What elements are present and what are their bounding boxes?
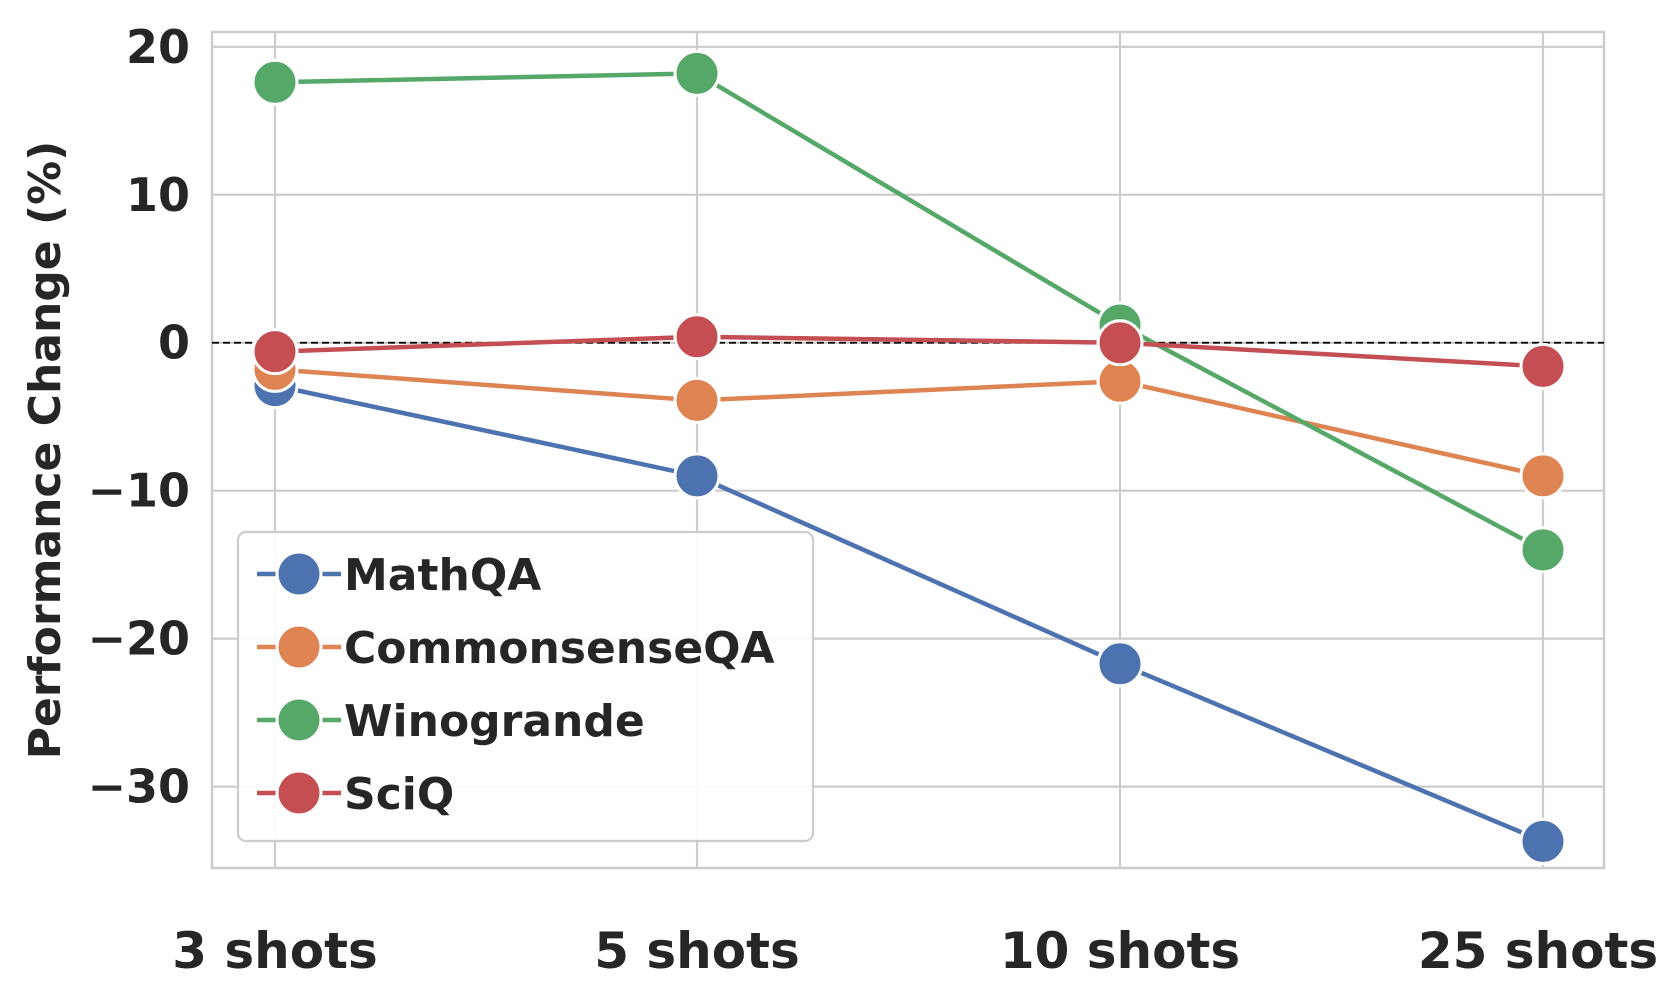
data-point-sciq (251, 328, 299, 376)
y-tick-label: 20 (126, 20, 190, 74)
x-tick-label: 10 shots (1000, 922, 1240, 980)
legend-label-winogrande: Winogrande (344, 696, 645, 747)
x-tick-label: 25 shots (1418, 922, 1658, 980)
x-tick-label: 5 shots (594, 922, 800, 980)
legend-label-commonsenseqa: CommonsenseQA (344, 623, 775, 674)
data-point-mathqa (673, 452, 721, 500)
data-point-winogrande (673, 49, 721, 97)
legend-marker-mathqa (275, 550, 323, 598)
data-point-mathqa (1519, 817, 1567, 865)
y-axis-title: Performance Change (%) (20, 141, 71, 760)
legend-marker-commonsenseqa (275, 623, 323, 671)
data-point-sciq (673, 313, 721, 361)
y-tick-labels: 20 10 0 −10 −20 −30 (87, 20, 190, 814)
legend-label-sciq: SciQ (344, 769, 454, 820)
y-tick-label: 0 (158, 316, 190, 370)
data-point-commonsenseqa (673, 376, 721, 424)
series-lines (251, 49, 1567, 865)
data-point-winogrande (1519, 526, 1567, 574)
legend-marker-winogrande (275, 696, 323, 744)
data-point-winogrande (251, 58, 299, 106)
y-tick-label: 10 (126, 168, 190, 222)
legend-box (236, 530, 815, 843)
legend-label-mathqa: MathQA (344, 550, 541, 601)
x-tick-label: 3 shots (172, 922, 378, 980)
data-point-sciq (1096, 319, 1144, 367)
series-line-mathqa (274, 383, 1544, 844)
x-tick-labels: 3 shots 5 shots 10 shots 25 shots (172, 922, 1658, 980)
plot-frame (210, 30, 1606, 870)
series-line-sciq (274, 334, 1544, 369)
data-point-commonsenseqa (1519, 452, 1567, 500)
series-line-commonsenseqa (274, 367, 1544, 479)
legend-marker-sciq (275, 769, 323, 817)
y-tick-label: −10 (87, 464, 190, 518)
series-line-winogrande (274, 71, 1545, 552)
y-tick-label: −30 (87, 760, 190, 814)
legend[interactable]: MathQA CommonsenseQA Winogrande SciQ (236, 530, 815, 843)
data-point-sciq (1519, 342, 1567, 390)
y-tick-label: −20 (87, 612, 190, 666)
data-point-mathqa (1096, 640, 1144, 688)
